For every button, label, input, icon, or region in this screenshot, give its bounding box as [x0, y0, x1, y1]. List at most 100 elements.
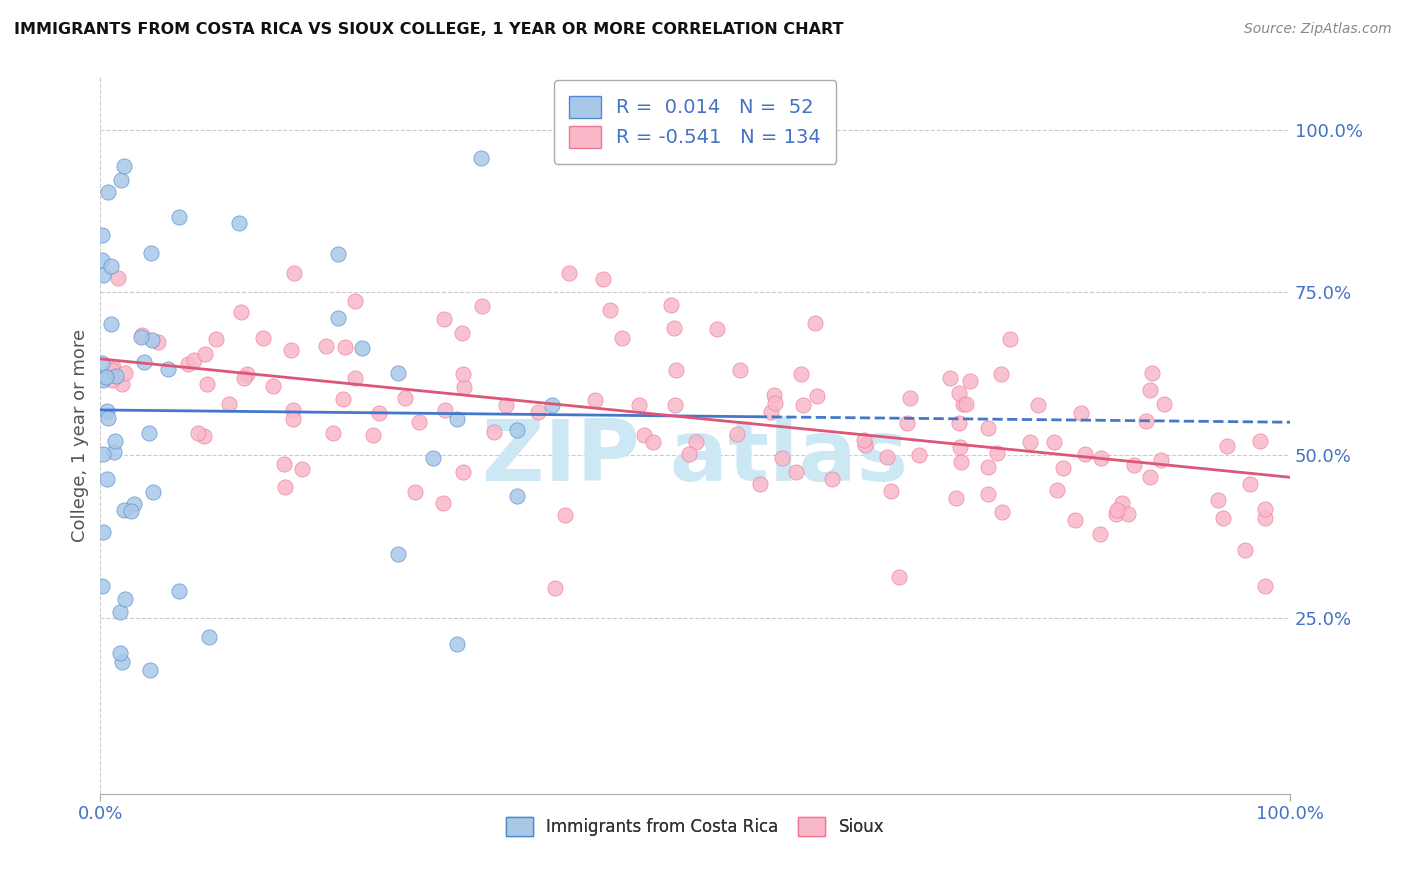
Point: [446, 637, 468, 651]
Point: [938, 371, 960, 385]
Point: [706, 322, 728, 336]
Point: [806, 388, 828, 402]
Point: [506, 489, 529, 503]
Point: [280, 343, 302, 358]
Point: [129, 329, 152, 343]
Point: [315, 339, 337, 353]
Point: [1135, 414, 1157, 428]
Point: [433, 312, 456, 326]
Point: [948, 416, 970, 430]
Point: [470, 298, 492, 312]
Point: [1116, 508, 1139, 522]
Point: [955, 396, 977, 410]
Point: [90, 356, 112, 370]
Point: [1090, 451, 1112, 466]
Point: [262, 379, 284, 393]
Point: [1249, 434, 1271, 449]
Point: [343, 294, 366, 309]
Point: [790, 367, 813, 381]
Point: [434, 402, 457, 417]
Point: [332, 392, 354, 406]
Point: [90, 253, 112, 268]
Point: [91, 524, 114, 539]
Point: [228, 216, 250, 230]
Point: [1216, 439, 1239, 453]
Point: [110, 605, 132, 619]
Point: [141, 333, 163, 347]
Point: [361, 428, 384, 442]
Point: [1105, 503, 1128, 517]
Point: [1206, 493, 1229, 508]
Point: [633, 427, 655, 442]
Point: [991, 505, 1014, 519]
Point: [122, 498, 145, 512]
Point: [583, 392, 606, 407]
Point: [328, 247, 350, 261]
Point: [1239, 476, 1261, 491]
Point: [252, 331, 274, 345]
Point: [949, 440, 972, 454]
Point: [291, 461, 314, 475]
Point: [1150, 452, 1173, 467]
Point: [1234, 543, 1257, 558]
Point: [1070, 406, 1092, 420]
Point: [678, 447, 700, 461]
Point: [101, 373, 124, 387]
Point: [328, 310, 350, 325]
Point: [977, 460, 1000, 475]
Point: [945, 491, 967, 505]
Point: [236, 367, 259, 381]
Point: [1105, 507, 1128, 521]
Point: [612, 331, 634, 345]
Point: [482, 425, 505, 440]
Point: [804, 316, 827, 330]
Y-axis label: College, 1 year or more: College, 1 year or more: [72, 329, 89, 542]
Point: [725, 426, 748, 441]
Point: [785, 465, 807, 479]
Point: [998, 332, 1021, 346]
Point: [880, 483, 903, 498]
Point: [730, 363, 752, 377]
Point: [167, 210, 190, 224]
Point: [908, 448, 931, 462]
Point: [450, 326, 472, 341]
Point: [952, 397, 974, 411]
Point: [100, 317, 122, 331]
Point: [218, 397, 240, 411]
Point: [1026, 398, 1049, 412]
Point: [107, 271, 129, 285]
Point: [665, 362, 688, 376]
Point: [142, 485, 165, 500]
Point: [110, 173, 132, 187]
Point: [592, 272, 614, 286]
Point: [281, 403, 304, 417]
Point: [662, 321, 685, 335]
Point: [959, 374, 981, 388]
Point: [283, 266, 305, 280]
Point: [1254, 579, 1277, 593]
Point: [950, 455, 973, 469]
Point: [451, 465, 474, 479]
Point: [1043, 435, 1066, 450]
Point: [94, 369, 117, 384]
Point: [94, 370, 117, 384]
Point: [453, 380, 475, 394]
Point: [853, 438, 876, 452]
Point: [977, 486, 1000, 500]
Point: [96, 472, 118, 486]
Point: [167, 583, 190, 598]
Point: [898, 391, 921, 405]
Point: [685, 434, 707, 449]
Point: [1064, 513, 1087, 527]
Text: IMMIGRANTS FROM COSTA RICA VS SIOUX COLLEGE, 1 YEAR OR MORE CORRELATION CHART: IMMIGRANTS FROM COSTA RICA VS SIOUX COLL…: [14, 22, 844, 37]
Point: [183, 353, 205, 368]
Point: [105, 369, 128, 384]
Point: [1212, 510, 1234, 524]
Point: [343, 371, 366, 385]
Point: [792, 398, 814, 412]
Point: [763, 395, 786, 409]
Point: [103, 444, 125, 458]
Point: [1019, 435, 1042, 450]
Point: [664, 398, 686, 412]
Point: [1253, 510, 1275, 524]
